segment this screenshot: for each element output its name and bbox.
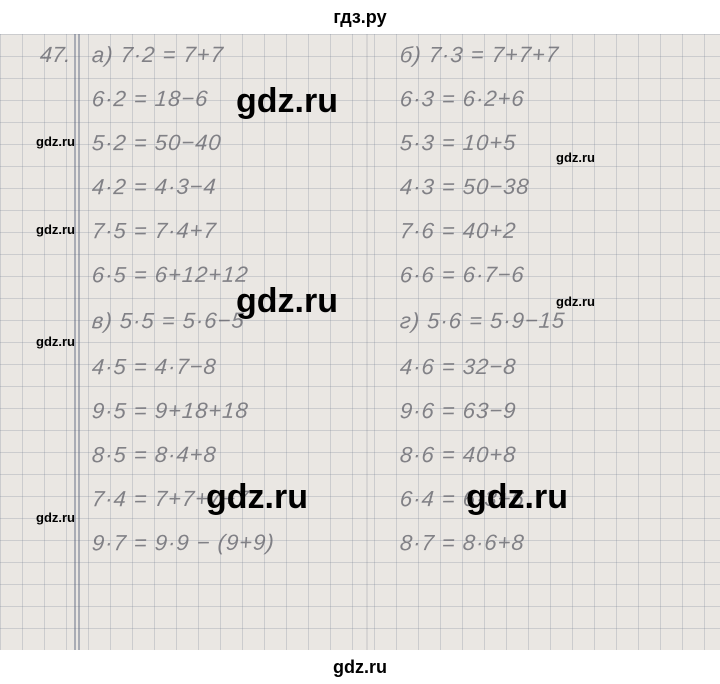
site-footer-text: gdz.ru: [333, 657, 387, 677]
watermark-big-0: gdz.ru: [236, 82, 338, 121]
margin-line-left-2: [78, 34, 80, 650]
hw-right-5: 6·6 = 6·7−6: [399, 262, 526, 288]
graph-paper: [0, 34, 720, 650]
hw-left-8: 9·5 = 9+18+18: [91, 398, 250, 425]
watermark-small-2: gdz.ru: [36, 334, 75, 349]
watermark-big-1: gdz.ru: [236, 282, 338, 321]
watermark-small-0: gdz.ru: [36, 134, 75, 149]
watermark-small-1: gdz.ru: [36, 222, 75, 237]
center-seam: [366, 34, 368, 650]
site-footer: gdz.ru: [0, 650, 720, 684]
hw-right-9: 8·6 = 40+8: [399, 442, 517, 468]
hw-left-0: а) 7·2 = 7+7: [91, 42, 225, 68]
watermark-small-5: gdz.ru: [556, 294, 595, 309]
hw-left-5: 6·5 = 6+12+12: [91, 262, 250, 289]
hw-left-3: 4·2 = 4·3−4: [91, 174, 218, 200]
hw-right-11: 8·7 = 8·6+8: [399, 530, 526, 556]
problem-number: 47.: [39, 42, 71, 68]
page-root: гдз.ру 47. а) 7·2 = 7+7 б) 7·3 = 7+7+7 6…: [0, 0, 720, 684]
hw-right-6: г) 5·6 = 5·9−15: [399, 308, 566, 335]
hw-left-9: 8·5 = 8·4+8: [91, 442, 218, 468]
watermark-small-4: gdz.ru: [556, 150, 595, 165]
watermark-small-3: gdz.ru: [36, 510, 75, 525]
watermark-big-2: gdz.ru: [206, 478, 308, 517]
hw-left-2: 5·2 = 50−40: [91, 130, 222, 156]
hw-right-8: 9·6 = 63−9: [399, 398, 517, 424]
site-header: гдз.ру: [0, 0, 720, 34]
hw-left-11: 9·7 = 9·9 − (9+9): [91, 530, 276, 557]
hw-left-1: 6·2 = 18−6: [91, 86, 209, 112]
hw-right-1: 6·3 = 6·2+6: [399, 86, 526, 112]
hw-left-6: в) 5·5 = 5·6−5: [91, 308, 245, 335]
hw-right-7: 4·6 = 32−8: [399, 354, 517, 380]
hw-left-7: 4·5 = 4·7−8: [91, 354, 218, 380]
hw-right-4: 7·6 = 40+2: [399, 218, 517, 244]
hw-right-3: 4·3 = 50−38: [399, 174, 530, 200]
watermark-big-3: gdz.ru: [466, 478, 568, 517]
hw-right-0: б) 7·3 = 7+7+7: [399, 42, 560, 69]
hw-right-2: 5·3 = 10+5: [399, 130, 517, 156]
hw-left-4: 7·5 = 7·4+7: [91, 218, 218, 244]
site-header-text: гдз.ру: [333, 7, 386, 27]
